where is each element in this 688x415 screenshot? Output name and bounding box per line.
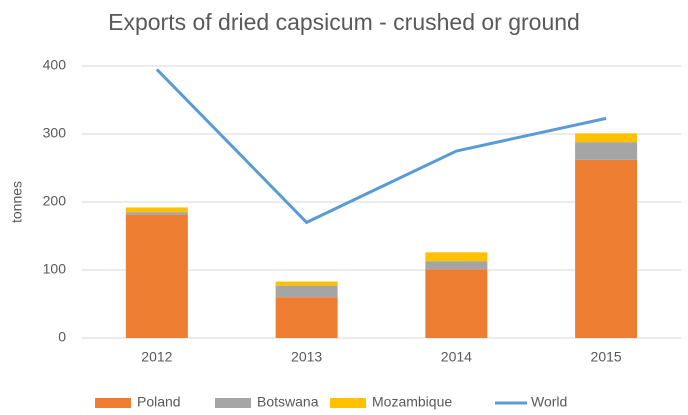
bar-segment — [575, 142, 638, 160]
x-tick-label: 2013 — [291, 349, 322, 365]
bar-segment — [125, 214, 188, 338]
bar-segment — [425, 269, 488, 338]
bar-segment — [275, 285, 338, 298]
y-tick-label: 100 — [43, 261, 67, 277]
y-tick-label: 0 — [58, 329, 66, 345]
x-tick-label: 2015 — [591, 349, 622, 365]
legend-swatch — [330, 398, 366, 408]
bar-segment — [275, 281, 338, 286]
x-tick-label: 2012 — [141, 349, 172, 365]
legend-label: Mozambique — [372, 394, 452, 410]
bar-segment — [275, 297, 338, 338]
legend-label: World — [531, 394, 567, 410]
y-tick-label: 300 — [43, 125, 67, 141]
legend-swatch — [95, 398, 131, 408]
y-axis-label: tonnes — [9, 181, 25, 223]
chart-title: Exports of dried capsicum - crushed or g… — [108, 9, 580, 35]
legend-label: Botswana — [257, 394, 319, 410]
bar-segment — [125, 207, 188, 213]
bar-segment — [425, 252, 488, 262]
bar-segment — [125, 212, 188, 215]
y-tick-label: 200 — [43, 193, 67, 209]
legend-label: Poland — [137, 394, 181, 410]
bar-segment — [425, 261, 488, 270]
bar-segment — [575, 159, 638, 338]
x-tick-label: 2014 — [441, 349, 472, 365]
bar-segment — [575, 133, 638, 143]
y-tick-label: 400 — [43, 57, 67, 73]
line — [155, 68, 607, 225]
legend-swatch — [215, 398, 251, 408]
